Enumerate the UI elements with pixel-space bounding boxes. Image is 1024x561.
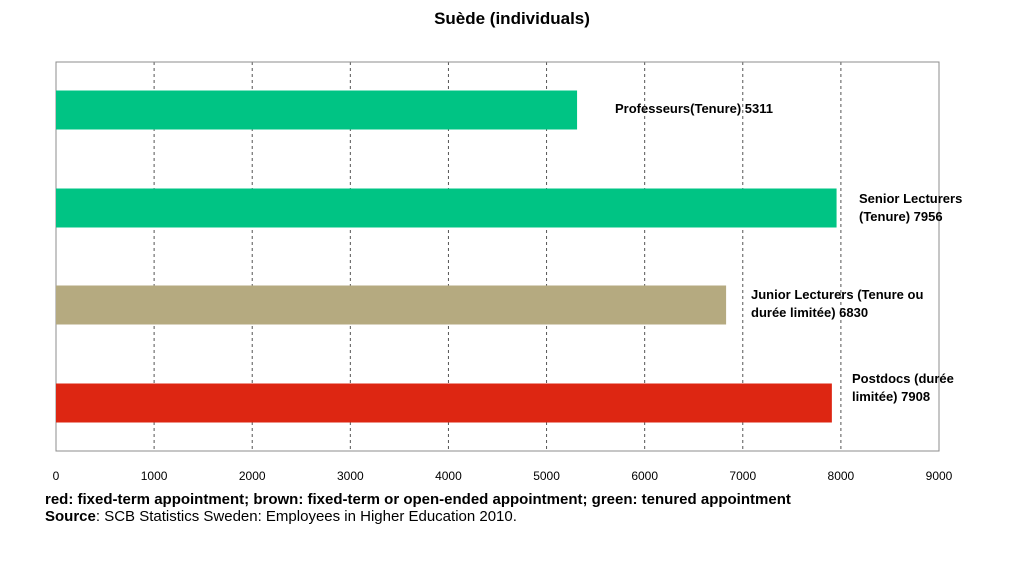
bars	[56, 90, 837, 423]
bar	[56, 188, 837, 228]
bar-label-postdocs: Postdocs (durée limitée) 7908	[852, 370, 954, 406]
x-tick-label: 2000	[239, 469, 266, 483]
bar-label-line: (Tenure) 7956	[859, 209, 943, 224]
x-tick-label: 0	[53, 469, 60, 483]
x-tick-label: 4000	[435, 469, 462, 483]
source-text: : SCB Statistics Sweden: Employees in Hi…	[95, 508, 517, 525]
x-tick-label: 3000	[337, 469, 364, 483]
bar-label-line: Postdocs (durée	[852, 371, 954, 386]
x-tick-label: 9000	[926, 469, 953, 483]
x-tick-label: 5000	[533, 469, 560, 483]
bar-label-junior-lecturers: Junior Lecturers (Tenure ou durée limité…	[751, 286, 923, 322]
bar	[56, 90, 578, 130]
source-line: Source: SCB Statistics Sweden: Employees…	[45, 508, 791, 525]
x-tick-label: 1000	[141, 469, 168, 483]
bar-label-senior-lecturers: Senior Lecturers (Tenure) 7956	[859, 190, 962, 226]
source-key: Source	[45, 508, 96, 525]
chart-footnote: red: fixed-term appointment; brown: fixe…	[45, 491, 791, 525]
bar	[56, 285, 727, 325]
bar-label-line: Professeurs(Tenure) 5311	[615, 101, 773, 116]
bar	[56, 383, 832, 423]
chart-title: Suède (individuals)	[434, 9, 590, 28]
x-tick-label: 8000	[828, 469, 855, 483]
plot-area-frame	[55, 61, 940, 452]
bar-label-line: limitée) 7908	[852, 389, 931, 404]
bar-label-line: Senior Lecturers	[859, 191, 963, 206]
x-tick-label: 7000	[729, 469, 756, 483]
color-legend-text: red: fixed-term appointment; brown: fixe…	[45, 491, 791, 508]
x-tick-label: 6000	[631, 469, 658, 483]
bar-label-line: durée limitée) 6830	[751, 305, 869, 320]
bar-label-line: Junior Lecturers (Tenure ou	[751, 287, 924, 302]
bar-label-professeurs: Professeurs(Tenure) 5311	[615, 100, 773, 118]
x-axis-ticks: 0 1000 2000 3000 4000 5000 6000 7000 8000 9000	[53, 469, 953, 483]
